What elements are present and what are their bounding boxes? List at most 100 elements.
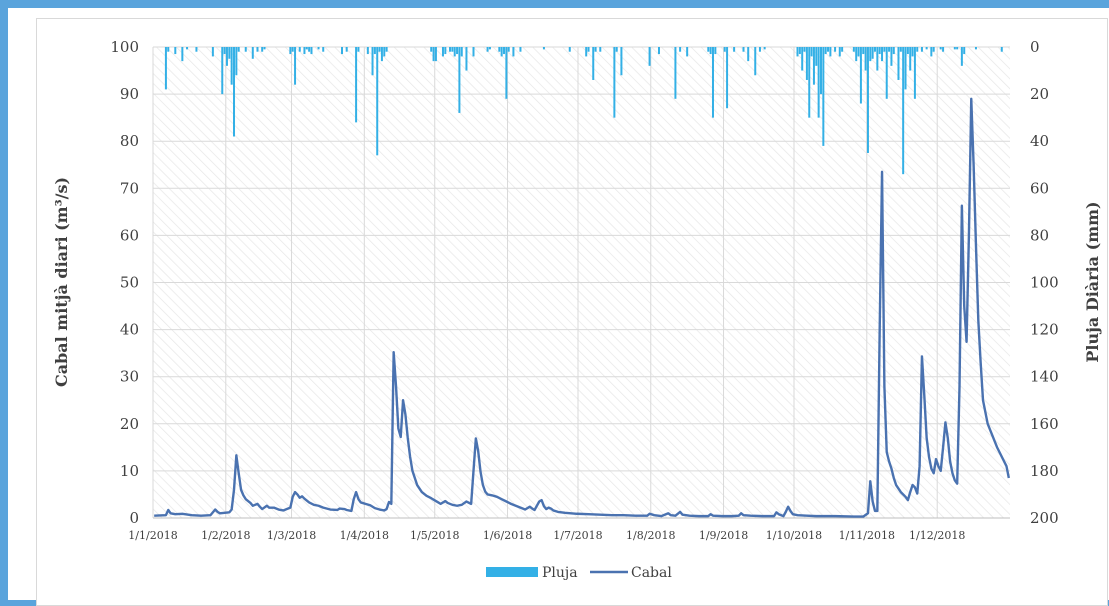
pluja-bar bbox=[366, 47, 369, 55]
x-tick: 1/3/2018 bbox=[267, 529, 316, 542]
pluja-bar bbox=[888, 47, 891, 52]
pluja-bar bbox=[824, 47, 827, 55]
pluja-bar bbox=[472, 47, 475, 57]
pluja-bar bbox=[956, 47, 959, 50]
pluja-bar bbox=[960, 47, 963, 66]
pluja-bar bbox=[864, 47, 867, 71]
x-tick: 1/4/2018 bbox=[340, 529, 389, 542]
pluja-bar bbox=[507, 47, 510, 52]
pluja-bar bbox=[233, 47, 236, 137]
y-tick-right: 20 bbox=[1030, 85, 1049, 103]
pluja-bar bbox=[819, 47, 822, 95]
pluja-bar bbox=[615, 47, 618, 52]
y-tick-left: 70 bbox=[120, 179, 139, 197]
pluja-bar bbox=[303, 47, 306, 55]
legend-cabal-label: Cabal bbox=[631, 565, 672, 581]
pluja-bar bbox=[711, 47, 714, 118]
pluja-bar bbox=[261, 47, 264, 52]
x-tick: 1/10/2018 bbox=[766, 529, 822, 542]
pluja-bar bbox=[906, 47, 909, 55]
pluja-bar bbox=[174, 47, 177, 55]
pluja-bar bbox=[458, 47, 461, 113]
pluja-bar bbox=[289, 47, 292, 55]
pluja-bar bbox=[505, 47, 508, 99]
pluja-bar bbox=[904, 47, 907, 90]
pluja-bar bbox=[812, 47, 815, 85]
pluja-bar bbox=[899, 47, 902, 52]
y-axis-left-ticks: 0 10 20 30 40 50 60 70 80 90 100 bbox=[110, 38, 139, 527]
pluja-bar bbox=[803, 47, 806, 52]
pluja-bar bbox=[892, 47, 895, 55]
pluja-bar bbox=[568, 47, 571, 52]
y-axis-left-label: Cabal mitjà diari (m³/s) bbox=[52, 177, 71, 387]
pluja-bar bbox=[805, 47, 808, 80]
pluja-bar bbox=[873, 47, 876, 52]
pluja-bar bbox=[747, 47, 750, 62]
pluja-bar bbox=[355, 47, 358, 123]
pluja-bar bbox=[345, 47, 348, 52]
x-tick: 1/6/2018 bbox=[483, 529, 532, 542]
pluja-bar bbox=[742, 47, 745, 52]
pluja-bar bbox=[878, 47, 881, 55]
y-axis-right-ticks: 0 20 40 60 80 100 120 140 160 180 200 bbox=[1030, 38, 1059, 527]
pluja-bar bbox=[827, 47, 830, 52]
pluja-bar bbox=[930, 47, 933, 57]
pluja-bar bbox=[308, 47, 311, 52]
y-axis-right-label: Pluja Diària (mm) bbox=[1083, 201, 1102, 362]
pluja-bar bbox=[648, 47, 651, 66]
pluja-bar bbox=[230, 47, 233, 85]
pluja-bar bbox=[834, 47, 837, 52]
pluja-bar bbox=[932, 47, 935, 52]
y-tick-left: 80 bbox=[120, 132, 139, 150]
pluja-bar bbox=[294, 47, 297, 85]
y-tick-right: 200 bbox=[1030, 509, 1059, 527]
pluja-bar bbox=[674, 47, 677, 99]
pluja-bar bbox=[686, 47, 689, 57]
pluja-bar bbox=[322, 47, 325, 52]
pluja-bar bbox=[822, 47, 825, 146]
pluja-bar bbox=[897, 47, 900, 80]
legend: Pluja Cabal bbox=[486, 565, 672, 581]
pluja-bar bbox=[855, 47, 858, 62]
pluja-bar bbox=[714, 47, 717, 55]
pluja-bar bbox=[707, 47, 710, 52]
pluja-bar bbox=[585, 47, 588, 57]
pluja-bar bbox=[211, 47, 214, 57]
pluja-bar bbox=[841, 47, 844, 52]
pluja-bar bbox=[620, 47, 623, 76]
y-tick-left: 100 bbox=[110, 38, 139, 56]
pluja-bar bbox=[195, 47, 198, 52]
pluja-bar bbox=[376, 47, 379, 156]
pluja-bar bbox=[256, 47, 259, 52]
pluja-bar bbox=[838, 47, 841, 57]
pluja-bar bbox=[916, 47, 919, 52]
pluja-bar bbox=[592, 47, 595, 80]
pluja-bar bbox=[726, 47, 729, 109]
pluja-bar bbox=[305, 47, 308, 50]
pluja-bar bbox=[235, 47, 238, 76]
pluja-bar bbox=[587, 47, 590, 52]
pluja-bar bbox=[186, 47, 189, 50]
pluja-bar bbox=[657, 47, 660, 55]
pluja-bar bbox=[885, 47, 888, 99]
y-tick-left: 40 bbox=[120, 321, 139, 339]
pluja-bar bbox=[221, 47, 224, 95]
pluja-bar bbox=[679, 47, 682, 52]
pluja-bars bbox=[164, 47, 1003, 175]
pluja-bar bbox=[810, 47, 813, 57]
y-tick-right: 180 bbox=[1030, 462, 1059, 480]
pluja-bar bbox=[801, 47, 804, 71]
pluja-bar bbox=[883, 47, 886, 52]
pluja-bar bbox=[613, 47, 616, 118]
pluja-bar bbox=[881, 47, 884, 62]
pluja-bar bbox=[373, 47, 376, 55]
pluja-bar bbox=[796, 47, 799, 57]
legend-pluja-swatch bbox=[486, 567, 538, 577]
pluja-bar bbox=[942, 47, 945, 52]
y-tick-right: 100 bbox=[1030, 274, 1059, 292]
pluja-bar bbox=[456, 47, 459, 55]
pluja-bar bbox=[798, 47, 801, 55]
pluja-bar bbox=[317, 47, 320, 50]
pluja-bar bbox=[911, 47, 914, 57]
